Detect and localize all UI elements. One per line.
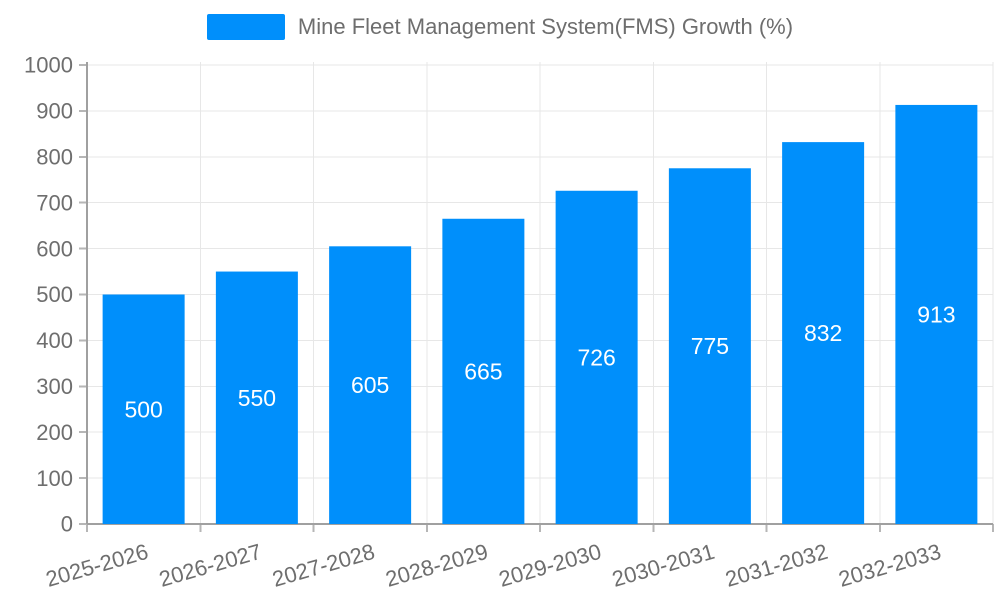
x-tick-label-2026-2027: 2026-2027 (156, 539, 264, 592)
y-tick-label-200: 200 (36, 420, 73, 445)
bar-2031-2032[interactable] (782, 142, 865, 524)
bar-value-label-2031-2032: 832 (804, 320, 842, 346)
bar-2029-2030[interactable] (555, 190, 638, 525)
y-tick-label-600: 600 (36, 236, 73, 261)
bar-value-label-2026-2027: 550 (238, 385, 276, 411)
bar-2028-2029[interactable] (442, 218, 525, 524)
y-tick-label-700: 700 (36, 190, 73, 215)
bar-2030-2031[interactable] (668, 168, 751, 524)
bar-2032-2033[interactable] (895, 104, 978, 525)
x-tick-label-2032-2033: 2032-2033 (836, 539, 944, 592)
bar-value-label-2029-2030: 726 (577, 344, 615, 370)
legend-label: Mine Fleet Management System(FMS) Growth… (297, 14, 794, 39)
x-tick-label-2030-2031: 2030-2031 (609, 539, 717, 592)
y-tick-label-1000: 1000 (24, 53, 73, 78)
x-tick-label-2027-2028: 2027-2028 (269, 539, 377, 592)
bar-2025-2026[interactable] (102, 294, 185, 525)
y-tick-label-800: 800 (36, 145, 73, 170)
bar-value-label-2025-2026: 500 (124, 396, 162, 422)
x-tick-label-2025-2026: 2025-2026 (43, 539, 151, 592)
bar-value-label-2028-2029: 665 (464, 358, 502, 384)
y-tick-label-900: 900 (36, 99, 73, 124)
y-tick-label-300: 300 (36, 374, 73, 399)
y-tick-label-0: 0 (61, 512, 73, 537)
bar-value-label-2030-2031: 775 (691, 333, 729, 359)
bar-value-label-2032-2033: 913 (917, 302, 955, 328)
bar-value-label-2027-2028: 605 (351, 372, 389, 398)
y-tick-label-400: 400 (36, 328, 73, 353)
legend-swatch (206, 14, 285, 40)
y-tick-label-500: 500 (36, 282, 73, 307)
legend-item[interactable]: Mine Fleet Management System(FMS) Growth… (0, 14, 1000, 40)
x-tick-label-2031-2032: 2031-2032 (722, 539, 830, 592)
bar-2027-2028[interactable] (329, 246, 412, 524)
bar-2026-2027[interactable] (215, 271, 298, 524)
x-tick-label-2029-2030: 2029-2030 (496, 539, 604, 592)
y-tick-label-100: 100 (36, 466, 73, 491)
x-tick-label-2028-2029: 2028-2029 (383, 539, 491, 592)
